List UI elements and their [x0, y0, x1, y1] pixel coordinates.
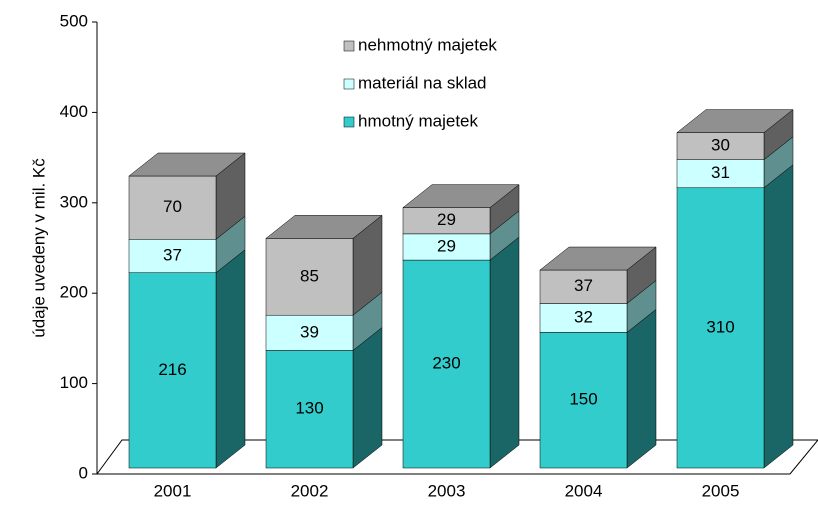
x-tick-label: 2003 [428, 481, 466, 500]
bar [539, 303, 628, 333]
legend-swatch [343, 116, 355, 128]
x-tick-label: 2005 [702, 481, 740, 500]
bar [402, 233, 491, 261]
x-tick-label: 2001 [154, 481, 192, 500]
data-label: 29 [437, 236, 456, 255]
y-tick-label: 0 [79, 463, 88, 482]
bar-top [265, 215, 383, 239]
legend-swatch [343, 40, 355, 52]
bar-side [352, 326, 383, 469]
bar [265, 238, 354, 316]
bar-top [539, 246, 657, 271]
data-label: 130 [295, 399, 323, 418]
data-label: 32 [574, 307, 593, 326]
bar [402, 259, 491, 469]
data-label: 37 [574, 276, 593, 295]
bar [402, 207, 491, 235]
bar [128, 175, 217, 240]
data-label: 29 [437, 210, 456, 229]
bar [128, 272, 217, 469]
data-label: 39 [300, 322, 319, 341]
data-label: 37 [163, 245, 182, 264]
data-label: 310 [706, 317, 734, 336]
y-tick-label: 100 [60, 373, 88, 392]
bar [676, 187, 765, 469]
data-label: 150 [569, 390, 597, 409]
bar-top [676, 109, 794, 133]
bar-top [402, 184, 520, 208]
legend-label: nehmotný majetek [358, 35, 497, 54]
bar [539, 269, 628, 304]
data-label: 30 [711, 136, 730, 155]
y-tick-label: 500 [60, 11, 88, 30]
legend-label: materiál na sklad [358, 73, 487, 92]
y-tick-label: 300 [60, 192, 88, 211]
legend-label: hmotný majetek [358, 111, 478, 130]
bar [676, 132, 765, 160]
bar-side [626, 308, 657, 469]
data-label: 230 [432, 354, 460, 373]
x-tick-label: 2004 [565, 481, 603, 500]
x-tick-label: 2002 [291, 481, 329, 500]
bar-side [215, 249, 246, 469]
y-tick-label: 200 [60, 283, 88, 302]
data-label: 70 [163, 197, 182, 216]
bar [265, 314, 354, 351]
floor [96, 439, 818, 475]
bar-side [489, 236, 520, 469]
data-label: 216 [158, 360, 186, 379]
data-label: 31 [711, 163, 730, 182]
data-label: 85 [300, 266, 319, 285]
legend-swatch [343, 78, 355, 90]
bar-top [128, 152, 246, 177]
bar [676, 159, 765, 189]
bar [128, 239, 217, 273]
bar-side [763, 164, 794, 469]
bar [539, 332, 628, 469]
y-tick-label: 400 [60, 102, 88, 121]
bar [265, 350, 354, 469]
y-axis-label: údaje uvedeny v mil. Kč [29, 158, 48, 338]
